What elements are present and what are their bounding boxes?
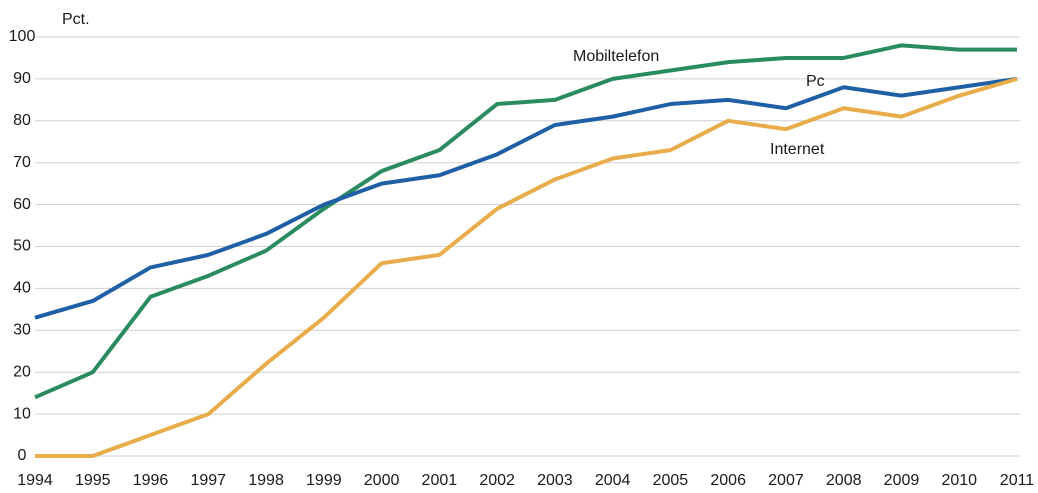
- x-tick-label: 1997: [190, 472, 226, 489]
- y-tick-label: 100: [9, 28, 36, 45]
- y-tick-label: 70: [13, 154, 31, 171]
- x-tick-label: 2000: [364, 472, 400, 489]
- x-tick-label: 2007: [768, 472, 804, 489]
- x-tick-label: 1998: [248, 472, 284, 489]
- y-tick-label: 40: [13, 280, 31, 297]
- x-tick-label: 1999: [306, 472, 342, 489]
- y-axis-label: Pct.: [62, 11, 90, 28]
- series-line: [34, 76, 1018, 320]
- x-tick-label: 2004: [595, 472, 631, 489]
- y-tick-label: 90: [13, 70, 31, 87]
- x-tick-label: 2002: [479, 472, 515, 489]
- y-tick-label: 20: [13, 363, 31, 380]
- y-tick-label: 80: [13, 112, 31, 129]
- series-line: [34, 43, 1017, 400]
- series-label: Internet: [770, 141, 825, 158]
- series-label: Pc: [806, 73, 825, 90]
- x-tick-label: 1994: [17, 472, 53, 489]
- x-tick-label: 2008: [826, 472, 862, 489]
- series-line: [35, 76, 1018, 458]
- x-tick-label: 2011: [1000, 472, 1035, 489]
- x-tick-label: 2003: [537, 472, 573, 489]
- y-tick-label: 30: [13, 322, 31, 339]
- y-tick-label: 0: [18, 447, 27, 464]
- x-tick-label: 1995: [75, 472, 111, 489]
- x-tick-label: 2006: [710, 472, 746, 489]
- x-tick-label: 2009: [884, 472, 920, 489]
- x-tick-label: 2010: [941, 472, 977, 489]
- y-tick-label: 60: [13, 196, 31, 213]
- y-tick-label: 50: [13, 238, 31, 255]
- x-tick-label: 2001: [422, 472, 458, 489]
- series-label: Mobiltelefon: [573, 48, 659, 65]
- x-tick-label: 2005: [653, 472, 689, 489]
- x-tick-label: 1996: [133, 472, 169, 489]
- y-tick-label: 10: [13, 405, 31, 422]
